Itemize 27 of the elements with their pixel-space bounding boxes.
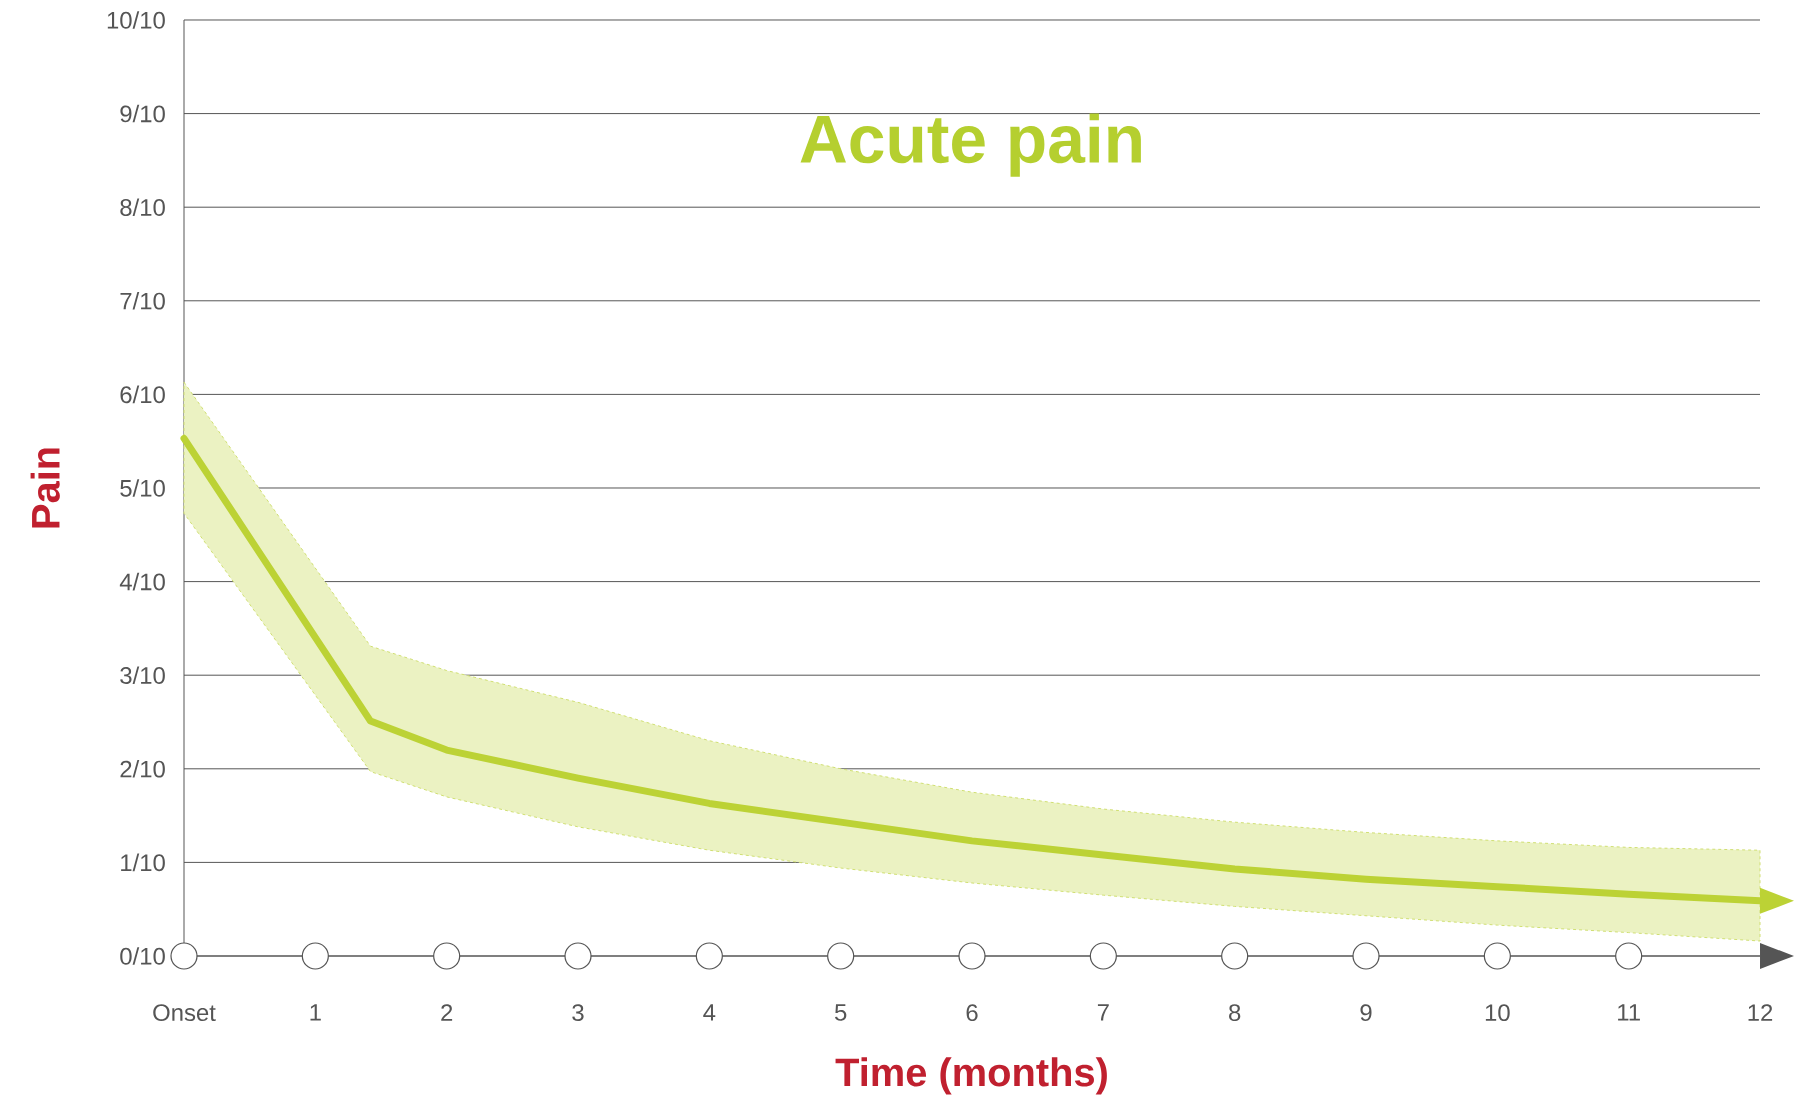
x-tick-label: 9	[1360, 1004, 1372, 1022]
x-tick-label: 8	[1229, 1004, 1241, 1022]
y-tick-label: 5/10	[120, 479, 165, 497]
y-tick-label: 10/10	[107, 11, 165, 29]
y-tick-label: 9/10	[120, 104, 165, 123]
x-axis-title: Time (months)	[835, 1057, 1107, 1095]
y-tick-label: 1/10	[121, 853, 165, 872]
y-tick-label: 7/10	[120, 292, 165, 310]
x-tick-label: 5	[834, 1004, 847, 1021]
y-tick-label: 6/10	[120, 385, 165, 404]
x-tick-label: 2	[441, 1004, 453, 1021]
y-tick-label: 0/10	[120, 947, 165, 965]
x-tick-label: 3	[572, 1004, 584, 1022]
x-tick-label: Onset	[153, 1004, 216, 1022]
x-tick-label: 7	[1097, 1004, 1109, 1021]
x-tick-label: 11	[1618, 1004, 1640, 1021]
text: Acute pain	[800, 113, 1141, 177]
y-tick-label: 3/10	[120, 666, 165, 684]
x-tick-label: 10	[1485, 1004, 1510, 1022]
x-tick-label: 1	[310, 1004, 321, 1021]
y-tick-label: 8/10	[120, 198, 165, 216]
y-tick-label: 2/10	[120, 760, 165, 778]
y-axis-title: Pain	[30, 448, 60, 528]
x-tick-label: 6	[966, 1004, 978, 1022]
y-tick-label: 4/10	[119, 572, 165, 591]
x-tick-label: 12	[1748, 1004, 1773, 1021]
x-tick-label: 4	[703, 1004, 716, 1021]
